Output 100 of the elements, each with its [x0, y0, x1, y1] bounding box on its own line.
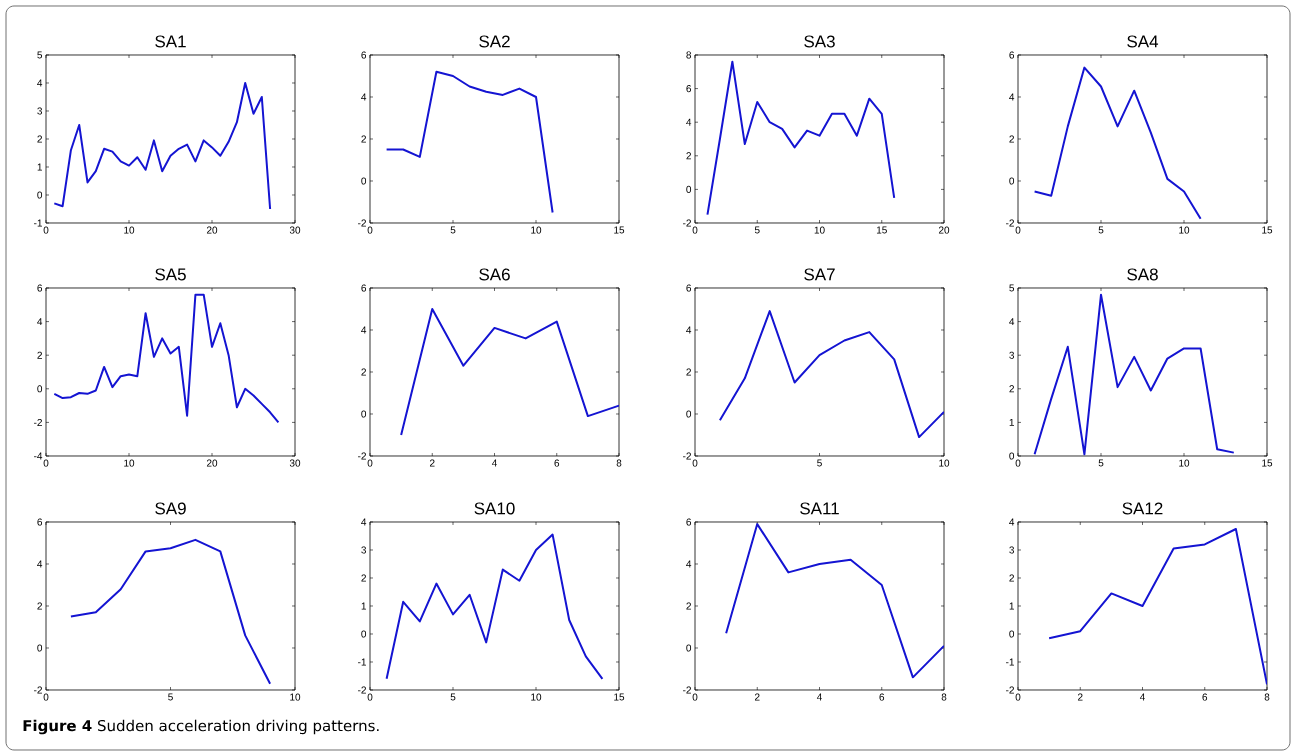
- y-tick-label: 3: [361, 546, 367, 554]
- y-tick-label: 0: [686, 644, 692, 652]
- x-tick-label: 4: [1139, 693, 1145, 701]
- x-tick-label: 10: [531, 226, 542, 234]
- line-series: [1033, 293, 1235, 456]
- y-tick-label: 2: [361, 574, 366, 582]
- x-tick-label: 20: [206, 226, 218, 234]
- y-tick-label: 6: [686, 518, 692, 526]
- y-tick-label: 4: [37, 79, 43, 87]
- x-tick-label: 5: [450, 226, 456, 234]
- x-tick-label: 20: [206, 459, 218, 467]
- x-tick-label: 6: [554, 459, 560, 467]
- y-tick-label: 2: [686, 368, 691, 376]
- y-tick-label: 2: [361, 135, 366, 143]
- x-tick-label: 10: [531, 693, 542, 701]
- x-tick-label: 8: [1264, 693, 1270, 701]
- x-tick-label: 4: [816, 693, 822, 701]
- chart-title: SA9: [155, 502, 186, 515]
- line-series: [400, 308, 620, 436]
- x-tick-label: 6: [1202, 693, 1208, 701]
- y-tick-label: 2: [1009, 135, 1014, 143]
- y-tick-label: 4: [686, 118, 692, 126]
- x-tick-label: 0: [43, 226, 49, 234]
- y-tick-label: 4: [1009, 93, 1015, 101]
- y-tick-label: 2: [37, 135, 42, 143]
- y-tick-label: 2: [1009, 385, 1014, 393]
- x-tick-label: 20: [938, 226, 950, 234]
- x-tick-label: 10: [1179, 226, 1190, 234]
- y-tick-label: 6: [361, 284, 367, 292]
- line-series: [706, 60, 896, 216]
- x-tick-label: 5: [817, 459, 822, 467]
- y-tick-label: 6: [1009, 51, 1015, 59]
- y-tick-label: -1: [358, 658, 366, 666]
- y-tick-label: 6: [361, 51, 367, 59]
- y-tick-label: 6: [37, 284, 43, 292]
- y-tick-label: 2: [686, 602, 691, 610]
- x-tick-label: 15: [614, 693, 625, 701]
- x-tick-label: 2: [754, 693, 760, 701]
- line-series: [53, 82, 272, 210]
- chart-title: SA4: [1127, 35, 1159, 48]
- x-tick-label: 30: [289, 459, 301, 467]
- x-tick-label: 6: [879, 693, 885, 701]
- y-tick-label: 4: [361, 93, 367, 101]
- chart-title: SA5: [155, 268, 186, 281]
- y-tick-label: -1: [1006, 658, 1014, 666]
- chart-title: SA2: [479, 35, 510, 48]
- y-tick-label: 5: [37, 51, 43, 59]
- y-tick-label: 1: [1009, 602, 1014, 610]
- y-tick-label: 2: [1009, 574, 1014, 582]
- chart-title: SA8: [1127, 268, 1158, 281]
- y-tick-label: -2: [358, 219, 366, 227]
- x-tick-label: 0: [367, 459, 373, 467]
- x-tick-label: 0: [692, 459, 698, 467]
- y-tick-label: 0: [686, 410, 692, 418]
- x-tick-label: 15: [1262, 226, 1273, 234]
- y-tick-label: -1: [34, 219, 42, 227]
- x-tick-label: 5: [1098, 459, 1104, 467]
- line-series: [69, 538, 272, 685]
- chart-title: SA1: [155, 35, 186, 48]
- x-tick-label: 30: [289, 226, 301, 234]
- x-tick-label: 5: [1098, 226, 1104, 234]
- y-tick-label: -2: [1006, 219, 1014, 227]
- line-series: [385, 533, 604, 680]
- y-tick-label: 4: [1009, 318, 1015, 326]
- y-tick-label: -2: [683, 686, 691, 694]
- x-tick-label: 10: [814, 226, 825, 234]
- y-tick-label: -2: [683, 452, 691, 460]
- y-tick-label: 4: [686, 560, 692, 568]
- line-series: [53, 293, 280, 424]
- y-tick-label: 3: [1009, 351, 1015, 359]
- x-tick-label: 15: [876, 226, 887, 234]
- y-tick-label: 4: [1009, 518, 1015, 526]
- line-series: [1048, 527, 1267, 686]
- x-tick-label: 8: [616, 459, 622, 467]
- x-tick-label: 2: [429, 459, 435, 467]
- y-tick-label: -2: [683, 219, 691, 227]
- x-tick-label: 0: [692, 226, 698, 234]
- y-tick-label: 0: [1009, 452, 1015, 460]
- y-tick-label: 1: [361, 602, 366, 610]
- y-tick-label: 0: [37, 191, 43, 199]
- y-tick-label: -2: [34, 418, 42, 426]
- y-tick-label: 6: [37, 518, 43, 526]
- chart-title: SA3: [804, 35, 835, 48]
- y-tick-label: 4: [361, 326, 367, 334]
- y-tick-label: 0: [37, 644, 43, 652]
- y-tick-label: 4: [686, 326, 692, 334]
- x-tick-label: 15: [614, 226, 625, 234]
- line-series: [385, 70, 554, 214]
- y-tick-label: 8: [686, 51, 692, 59]
- y-tick-label: -4: [34, 452, 43, 460]
- x-tick-label: 0: [1015, 693, 1021, 701]
- y-tick-label: 1: [37, 163, 42, 171]
- x-tick-label: 5: [168, 693, 173, 701]
- x-tick-label: 0: [1015, 459, 1021, 467]
- x-tick-label: 0: [43, 459, 49, 467]
- chart-title: SA7: [804, 268, 835, 281]
- line-series: [1033, 66, 1202, 220]
- chart-title: SA12: [1122, 502, 1163, 515]
- y-tick-label: 0: [1009, 630, 1015, 638]
- x-tick-label: 15: [1262, 459, 1273, 467]
